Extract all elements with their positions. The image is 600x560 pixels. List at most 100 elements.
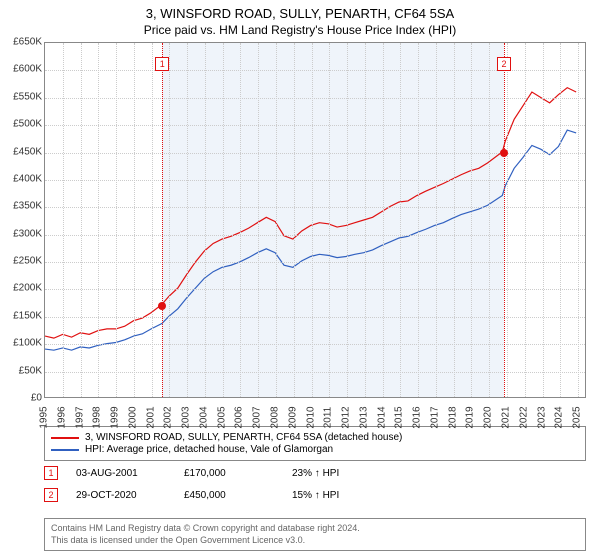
grid-line-v	[258, 43, 259, 397]
x-axis-label: 2009	[287, 403, 298, 433]
legend-item: 3, WINSFORD ROAD, SULLY, PENARTH, CF64 5…	[51, 432, 579, 443]
grid-line-v	[436, 43, 437, 397]
y-axis-label: £550K	[13, 91, 42, 102]
x-axis-label: 2018	[447, 403, 458, 433]
grid-line-v	[134, 43, 135, 397]
legend-swatch	[51, 449, 79, 451]
transaction-vline	[162, 43, 163, 397]
x-axis-label: 2022	[518, 403, 529, 433]
chart-title-address: 3, WINSFORD ROAD, SULLY, PENARTH, CF64 5…	[0, 6, 600, 21]
x-axis-label: 2010	[305, 403, 316, 433]
grid-line-v	[383, 43, 384, 397]
y-axis-label: £450K	[13, 146, 42, 157]
x-axis-label: 2019	[465, 403, 476, 433]
x-axis-label: 2008	[270, 403, 281, 433]
grid-line-v	[454, 43, 455, 397]
transaction-price: £170,000	[184, 468, 274, 479]
grid-line-v	[543, 43, 544, 397]
x-axis-label: 2000	[127, 403, 138, 433]
transaction-date: 29-OCT-2020	[76, 490, 166, 501]
x-axis-label: 2007	[252, 403, 263, 433]
grid-line-v	[489, 43, 490, 397]
footer-attribution: Contains HM Land Registry data © Crown c…	[44, 518, 586, 551]
x-axis-label: 2016	[412, 403, 423, 433]
x-axis-label: 2013	[358, 403, 369, 433]
transaction-marker-2: 2	[497, 57, 511, 71]
y-axis-label: £300K	[13, 228, 42, 239]
x-axis-label: 2001	[145, 403, 156, 433]
y-axis-label: £600K	[13, 64, 42, 75]
x-axis-label: 1999	[110, 403, 121, 433]
y-axis-label: £350K	[13, 201, 42, 212]
x-axis-label: 2005	[216, 403, 227, 433]
transaction-point-1	[158, 302, 166, 310]
x-axis-label: 2020	[483, 403, 494, 433]
grid-line-v	[525, 43, 526, 397]
y-axis-label: £50K	[19, 365, 42, 376]
grid-line-v	[578, 43, 579, 397]
y-axis-label: £150K	[13, 310, 42, 321]
x-axis-label: 2021	[501, 403, 512, 433]
y-axis-label: £250K	[13, 256, 42, 267]
legend-swatch	[51, 437, 79, 439]
grid-line-v	[81, 43, 82, 397]
grid-line-v	[560, 43, 561, 397]
x-axis-label: 2003	[181, 403, 192, 433]
grid-line-v	[294, 43, 295, 397]
x-axis-label: 1998	[92, 403, 103, 433]
x-axis-label: 2014	[376, 403, 387, 433]
transaction-date: 03-AUG-2001	[76, 468, 166, 479]
grid-line-v	[63, 43, 64, 397]
transaction-marker-1: 1	[155, 57, 169, 71]
y-axis-label: £100K	[13, 338, 42, 349]
x-axis-label: 2006	[234, 403, 245, 433]
grid-line-v	[116, 43, 117, 397]
grid-line-v	[365, 43, 366, 397]
transaction-row-1: 1 03-AUG-2001 £170,000 23% ↑ HPI	[44, 466, 586, 480]
transaction-badge-2: 2	[44, 488, 58, 502]
transaction-row-2: 2 29-OCT-2020 £450,000 15% ↑ HPI	[44, 488, 586, 502]
grid-line-v	[223, 43, 224, 397]
transaction-price: £450,000	[184, 490, 274, 501]
grid-line-v	[312, 43, 313, 397]
chart-subtitle: Price paid vs. HM Land Registry's House …	[0, 23, 600, 37]
grid-line-v	[152, 43, 153, 397]
x-axis-label: 1996	[56, 403, 67, 433]
grid-line-v	[471, 43, 472, 397]
transaction-vline	[504, 43, 505, 397]
x-axis-label: 2017	[429, 403, 440, 433]
x-axis-label: 2024	[554, 403, 565, 433]
grid-line-v	[418, 43, 419, 397]
y-axis-label: £500K	[13, 119, 42, 130]
grid-line-v	[205, 43, 206, 397]
x-axis-label: 2023	[536, 403, 547, 433]
x-axis-label: 1995	[39, 403, 50, 433]
footer-line-2: This data is licensed under the Open Gov…	[51, 535, 579, 547]
grid-line-v	[276, 43, 277, 397]
grid-line-v	[507, 43, 508, 397]
y-axis-label: £400K	[13, 173, 42, 184]
transaction-delta: 23% ↑ HPI	[292, 468, 382, 479]
transaction-delta: 15% ↑ HPI	[292, 490, 382, 501]
footer-line-1: Contains HM Land Registry data © Crown c…	[51, 523, 579, 535]
grid-line-v	[187, 43, 188, 397]
y-axis-label: £200K	[13, 283, 42, 294]
grid-line-v	[169, 43, 170, 397]
x-axis-label: 1997	[74, 403, 85, 433]
grid-line-v	[400, 43, 401, 397]
grid-line-v	[98, 43, 99, 397]
transaction-badge-1: 1	[44, 466, 58, 480]
x-axis-label: 2011	[323, 403, 334, 433]
grid-line-v	[347, 43, 348, 397]
transaction-point-2	[500, 149, 508, 157]
legend-label: 3, WINSFORD ROAD, SULLY, PENARTH, CF64 5…	[85, 432, 402, 443]
chart-plot-area: 12	[44, 42, 586, 398]
legend-item: HPI: Average price, detached house, Vale…	[51, 444, 579, 455]
legend-label: HPI: Average price, detached house, Vale…	[85, 444, 333, 455]
x-axis-label: 2025	[572, 403, 583, 433]
x-axis-label: 2004	[198, 403, 209, 433]
x-axis-label: 2012	[341, 403, 352, 433]
x-axis-label: 2002	[163, 403, 174, 433]
grid-line-v	[329, 43, 330, 397]
y-axis-label: £650K	[13, 37, 42, 48]
